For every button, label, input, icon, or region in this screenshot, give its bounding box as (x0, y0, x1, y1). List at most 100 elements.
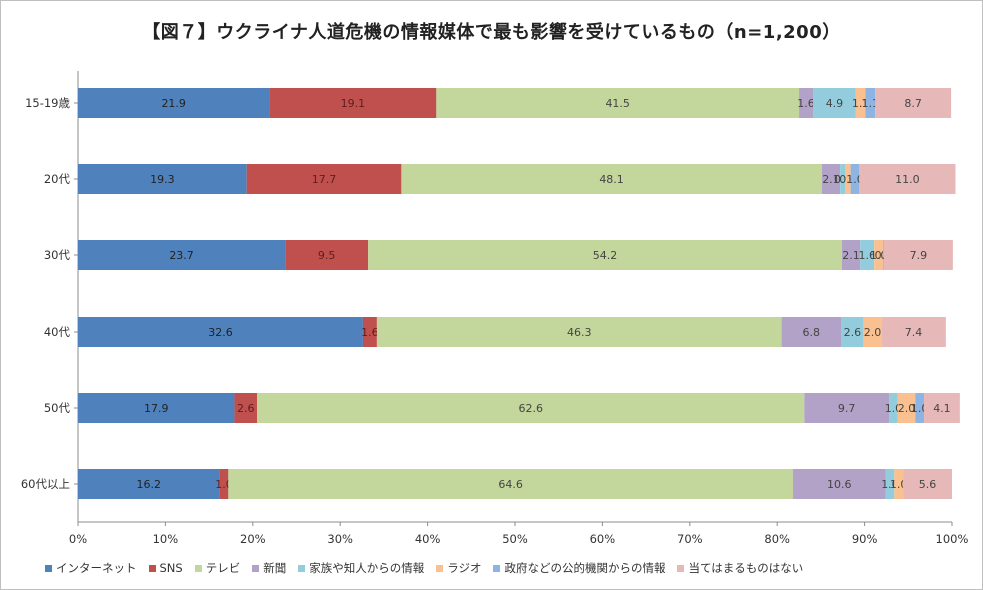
category-label: 40代 (44, 325, 71, 339)
bar-segment (915, 393, 925, 423)
x-tick-label: 0% (69, 532, 87, 546)
bar-segment (78, 88, 270, 118)
bar-segment (881, 317, 946, 347)
bar-segment (781, 317, 842, 347)
legend-label: SNS (159, 561, 183, 575)
data-label: 4.9 (826, 97, 844, 110)
data-label: 17.7 (312, 173, 337, 186)
category-label: 60代以上 (21, 477, 70, 491)
data-label: 11.0 (895, 173, 920, 186)
bar-segment (804, 393, 890, 423)
data-label: 32.6 (208, 326, 233, 339)
bar-segment (401, 164, 822, 194)
category-label: 20代 (44, 172, 71, 186)
data-label: 2.1 (842, 249, 860, 262)
bar-segment (78, 317, 363, 347)
chart-legend: インターネット SNS テレビ 新聞 家族や知人からの情報 ラジオ 政府などの公的機関からの… (45, 557, 945, 579)
data-label: 21.9 (161, 97, 186, 110)
data-label: 1.6 (361, 326, 379, 339)
bar-segment (228, 469, 793, 499)
data-label: 2.6 (237, 402, 255, 415)
bar-segment (841, 240, 861, 270)
bar-segment (376, 317, 782, 347)
data-label: 10.6 (827, 478, 852, 491)
bar-segment (219, 469, 229, 499)
data-label: 19.3 (150, 173, 175, 186)
data-label: 7.4 (905, 326, 923, 339)
data-label: 1.6 (797, 97, 815, 110)
data-label: 8.7 (904, 97, 922, 110)
legend-item: テレビ (194, 560, 241, 576)
bar-segment (368, 240, 842, 270)
bar-segment (894, 469, 904, 499)
data-label: 48.1 (599, 173, 624, 186)
legend-label: 家族や知人からの情報 (309, 561, 425, 575)
legend-item: SNS (148, 561, 183, 575)
legend-swatch (493, 564, 501, 572)
legend-label: 当てはまるものはない (688, 561, 804, 575)
data-label: 1.1 (862, 97, 880, 110)
legend-label: ラジオ (447, 561, 482, 575)
data-label: 41.5 (605, 97, 630, 110)
bar-segment (362, 317, 377, 347)
bar-segment (882, 240, 884, 270)
x-tick-label: 50% (502, 532, 528, 546)
legend-label: 政府などの公的機関からの情報 (504, 561, 666, 575)
legend-label: インターネット (56, 561, 137, 575)
data-label: 2.1 (822, 173, 840, 186)
bar-segment (78, 164, 247, 194)
bar-segment (845, 164, 851, 194)
data-label: 17.9 (144, 402, 169, 415)
bar-segment (865, 88, 876, 118)
x-tick-label: 40% (415, 532, 441, 546)
bar-segment (874, 240, 883, 270)
data-label: 1.1 (852, 97, 870, 110)
bar-segment (875, 88, 952, 118)
legend-swatch (45, 564, 52, 572)
data-label: 2.0 (864, 326, 882, 339)
bar-segment (850, 164, 860, 194)
data-label: 6.8 (803, 326, 821, 339)
bar-segment (924, 393, 960, 423)
x-tick-label: 80% (764, 532, 790, 546)
bar-segment (436, 88, 800, 118)
bar-segment (897, 393, 916, 423)
data-label: 54.2 (593, 249, 618, 262)
legend-item: 当てはまるものはない (677, 560, 803, 576)
legend-item: 政府などの公的機関からの情報 (493, 560, 665, 576)
data-label: 1.6 (858, 249, 876, 262)
bar-segment (860, 240, 875, 270)
chart-title: 【図７】ウクライナ人道危機の情報媒体で最も影響を受けているもの（n=1,200） (142, 22, 841, 43)
data-label: 62.6 (518, 402, 543, 415)
bar-segment (903, 469, 952, 499)
legend-swatch (252, 564, 260, 572)
bar-segment (855, 88, 866, 118)
legend-swatch (194, 564, 202, 572)
legend-swatch (436, 564, 444, 572)
category-label: 15-19歳 (25, 96, 70, 110)
legend-item: ラジオ (436, 560, 481, 576)
bar-segment (246, 164, 402, 194)
bar-segment (78, 393, 235, 423)
bar-segment (257, 393, 805, 423)
data-label: 2.6 (844, 326, 862, 339)
bar-segment (821, 164, 841, 194)
data-label: 2.0 (898, 402, 916, 415)
bar-segment (883, 240, 953, 270)
bar-segment (285, 240, 369, 270)
x-tick-label: 30% (327, 532, 353, 546)
bar-segment (78, 469, 220, 499)
x-tick-label: 60% (590, 532, 616, 546)
legend-item: インターネット (45, 560, 137, 576)
legend-label: テレビ (205, 561, 241, 575)
bar-segment (889, 393, 898, 423)
data-label: 5.6 (919, 478, 937, 491)
bar-segment (813, 88, 856, 118)
data-label: 64.6 (498, 478, 523, 491)
bar-segment (885, 469, 895, 499)
x-tick-label: 10% (153, 532, 179, 546)
data-label: 16.2 (137, 478, 162, 491)
data-label: 9.7 (838, 402, 856, 415)
